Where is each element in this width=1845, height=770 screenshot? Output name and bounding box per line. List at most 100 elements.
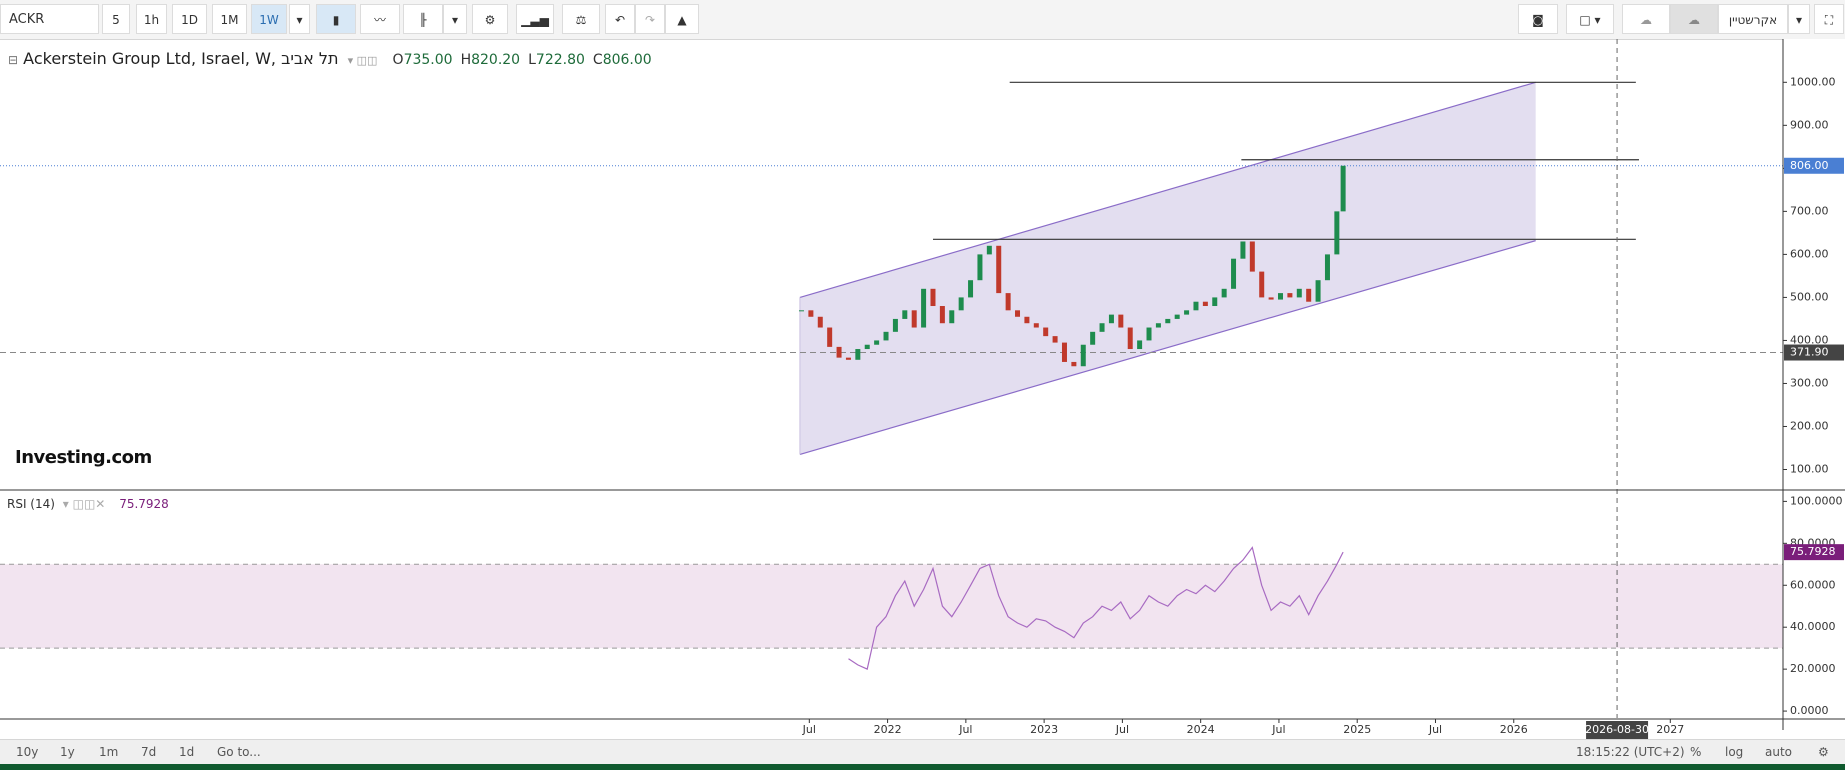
candle: [1043, 327, 1049, 337]
candle: [1127, 327, 1133, 350]
candle: [1071, 361, 1077, 367]
dropdown[interactable]: ▾: [1788, 4, 1810, 34]
ohlc-value: 735.00: [403, 52, 453, 68]
fullscreen-icon[interactable]: ⛶: [1814, 4, 1844, 34]
rsi-header: RSI (14) ▾ ◫◫✕ 75.7928: [7, 497, 169, 511]
candle: [1090, 331, 1096, 345]
candle-icon[interactable]: ▮: [316, 4, 356, 34]
y-tick-label: 1000.00: [1790, 75, 1836, 88]
candle: [939, 306, 945, 324]
price-axis-bg: [1783, 39, 1845, 739]
x-tick-label: 2022: [874, 723, 902, 736]
channel-fill: [799, 82, 1536, 455]
candle: [1155, 323, 1161, 328]
candle: [1137, 340, 1143, 350]
line-icon[interactable]: 〰: [360, 4, 400, 34]
interval-button[interactable]: 1D: [172, 4, 207, 34]
chart-header: ⊟ Ackerstein Group Ltd, Israel, W, תל אב…: [8, 49, 660, 68]
chart: 100.00 200.00 300.00 400.00 500.00 600.00 700.…: [0, 39, 1845, 739]
channel-line: [799, 240, 1536, 456]
candle: [1268, 297, 1274, 300]
range-button[interactable]: 1m: [99, 745, 119, 759]
candle: [921, 288, 927, 328]
option-button[interactable]: log: [1725, 745, 1744, 759]
interval-button[interactable]: 1h: [136, 4, 167, 34]
range-button[interactable]: 7d: [141, 745, 157, 759]
layout-icon[interactable]: □ ▾: [1566, 4, 1614, 34]
collapse-icon[interactable]: ⊟: [8, 53, 19, 67]
candle: [892, 318, 898, 332]
symbol-input[interactable]: ACKR: [0, 4, 99, 34]
candle: [1024, 316, 1030, 324]
x-tick-label: Jul: [1428, 723, 1442, 736]
settings-icon[interactable]: ⚙: [472, 4, 508, 34]
candle: [1315, 280, 1321, 302]
cloud-icon[interactable]: ☁: [1622, 4, 1670, 34]
footer: 10y 1y 1m 7d 1d Go to... 18:15:22 (UTC+2…: [0, 739, 1845, 764]
header-icons[interactable]: ▾ ◫◫: [347, 54, 378, 67]
y-tick-label: 900.00: [1790, 118, 1829, 131]
candle: [808, 310, 814, 317]
candle: [1221, 288, 1227, 298]
candle: [1005, 293, 1011, 311]
candle: [1061, 342, 1067, 362]
range-button[interactable]: 1d: [179, 745, 195, 759]
candle: [911, 310, 917, 328]
goto-button[interactable]: Go to...: [217, 745, 261, 759]
last-price-label-bg: [1784, 157, 1844, 174]
dropdown[interactable]: ▾: [289, 4, 310, 34]
interval-button[interactable]: 1W: [251, 4, 287, 34]
rsi-last-label: 75.7928: [1790, 545, 1836, 558]
x-tick-label: 2025: [1343, 723, 1371, 736]
candle: [845, 357, 851, 360]
candle: [827, 327, 833, 347]
y-tick-label: 700.00: [1790, 204, 1829, 217]
rsi-last-label-bg: [1784, 544, 1844, 561]
option-button[interactable]: %: [1690, 745, 1702, 759]
cloud-save-icon[interactable]: ☁: [1670, 4, 1718, 34]
candle: [1231, 258, 1237, 289]
candle: [855, 349, 861, 360]
candle: [1259, 271, 1265, 298]
camera-icon[interactable]: ◙: [1518, 4, 1558, 34]
ohlc-value: 820.20: [471, 52, 521, 68]
redo-icon[interactable]: ↷: [635, 4, 665, 34]
ohlc-key: H: [460, 52, 472, 68]
candle: [1202, 301, 1208, 307]
compare-icon[interactable]: ⚖: [562, 4, 600, 34]
ohlc-value: 722.80: [535, 52, 585, 68]
settings-icon[interactable]: ⚙: [1818, 745, 1829, 759]
undo-icon[interactable]: ↶: [605, 4, 635, 34]
x-tick-label: Jul: [1115, 723, 1129, 736]
candle: [986, 245, 992, 255]
candle: [1184, 310, 1190, 315]
candle: [1340, 165, 1346, 212]
candle: [1099, 323, 1105, 332]
rsi-value: 75.7928: [119, 497, 169, 511]
range-button[interactable]: 1y: [60, 745, 75, 759]
range-button[interactable]: 10y: [16, 745, 39, 759]
interval-button[interactable]: 1M: [212, 4, 247, 34]
candle: [902, 310, 908, 319]
marker-label-bg: [1784, 344, 1844, 361]
y-tick-label: 0.0000: [1790, 704, 1829, 717]
candle: [1296, 288, 1302, 298]
option-button[interactable]: auto: [1765, 745, 1793, 759]
indicators-icon[interactable]: ▁▃▅: [516, 4, 554, 34]
x-tick-label: 2027: [1656, 723, 1684, 736]
candle: [977, 254, 983, 281]
interval-button[interactable]: 5: [102, 4, 130, 34]
rsi-icons[interactable]: ▾ ◫◫✕: [62, 497, 106, 511]
ohlc-value: 806.00: [602, 52, 652, 68]
candle: [874, 340, 880, 345]
dropdown[interactable]: ▾: [443, 4, 467, 34]
rsi-title: RSI (14): [7, 497, 55, 511]
y-tick-label: 100.00: [1790, 463, 1829, 476]
watchlist-button[interactable]: אקרשטיין: [1718, 4, 1788, 34]
candle: [1324, 254, 1330, 281]
ohlc-key: L: [528, 52, 536, 68]
alert-icon[interactable]: ▲: [665, 4, 699, 34]
bottom-bar: [0, 764, 1845, 770]
y-tick-label: 300.00: [1790, 376, 1829, 389]
bars-icon[interactable]: ╟: [403, 4, 443, 34]
